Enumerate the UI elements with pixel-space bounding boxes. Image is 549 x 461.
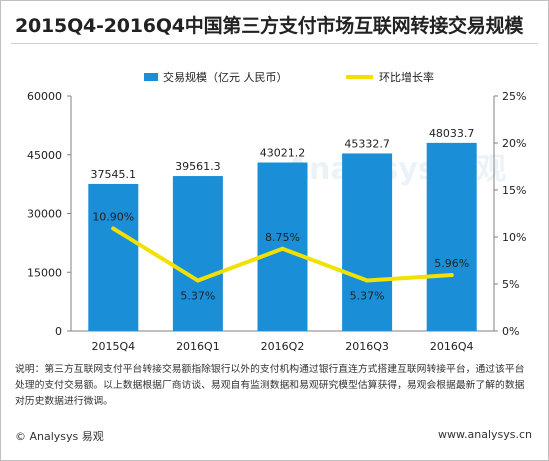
growth-point (195, 278, 200, 283)
bar-value-label: 48033.7 (429, 127, 475, 140)
bar (88, 183, 139, 331)
right-axis-tick-label: 25% (502, 90, 526, 103)
growth-value-label: 5.37% (180, 290, 215, 303)
growth-value-label: 10.90% (92, 211, 134, 224)
title-divider (11, 43, 538, 44)
footer-url: www.analysys.cn (438, 428, 532, 441)
bar (426, 142, 477, 331)
chart-title: 2015Q4-2016Q4中国第三方支付市场互联网转接交易规模 (15, 15, 524, 37)
x-axis-tick-label: 2016Q1 (176, 340, 220, 353)
bar-value-label: 43021.2 (260, 147, 306, 160)
right-axis-tick-label: 15% (502, 184, 526, 197)
growth-point (449, 272, 454, 277)
left-axis-tick-label: 45000 (27, 149, 62, 162)
growth-point (365, 278, 370, 283)
x-axis-tick-label: 2015Q4 (91, 340, 135, 353)
legend-label-line: 环比增长率 (379, 70, 434, 84)
left-axis-tick-label: 60000 (27, 90, 62, 103)
right-axis-tick-label: 0% (502, 325, 519, 338)
footer-copyright: © Analysys 易观 (15, 430, 104, 443)
bar (172, 176, 223, 331)
bar-value-label: 39561.3 (175, 160, 221, 173)
x-axis-tick-label: 2016Q3 (345, 340, 389, 353)
growth-value-label: 5.37% (350, 290, 385, 303)
bar (342, 153, 393, 331)
bar-value-label: 45332.7 (344, 137, 390, 150)
growth-value-label: 8.75% (265, 231, 300, 244)
right-axis-tick-label: 20% (502, 137, 526, 150)
x-axis-tick-label: 2016Q2 (261, 340, 305, 353)
right-axis-tick-label: 10% (502, 231, 526, 244)
bar-value-label: 37545.1 (91, 168, 137, 181)
left-axis-tick-label: 15000 (27, 266, 62, 279)
right-axis-tick-label: 5% (502, 278, 519, 291)
growth-value-label: 5.96% (434, 257, 469, 270)
chart-note: 说明：第三方互联网支付平台转接交易额指除银行以外的支付机构通过银行直连方式搭建互… (15, 364, 525, 407)
growth-point (280, 246, 285, 251)
legend-label-bar: 交易规模（亿元 人民币） (163, 70, 288, 84)
x-axis-tick-label: 2016Q4 (430, 340, 474, 353)
left-axis-tick-label: 30000 (27, 208, 62, 221)
left-axis-tick-label: 0 (55, 325, 62, 338)
growth-point (111, 226, 116, 231)
legend-swatch-bar (144, 73, 158, 81)
